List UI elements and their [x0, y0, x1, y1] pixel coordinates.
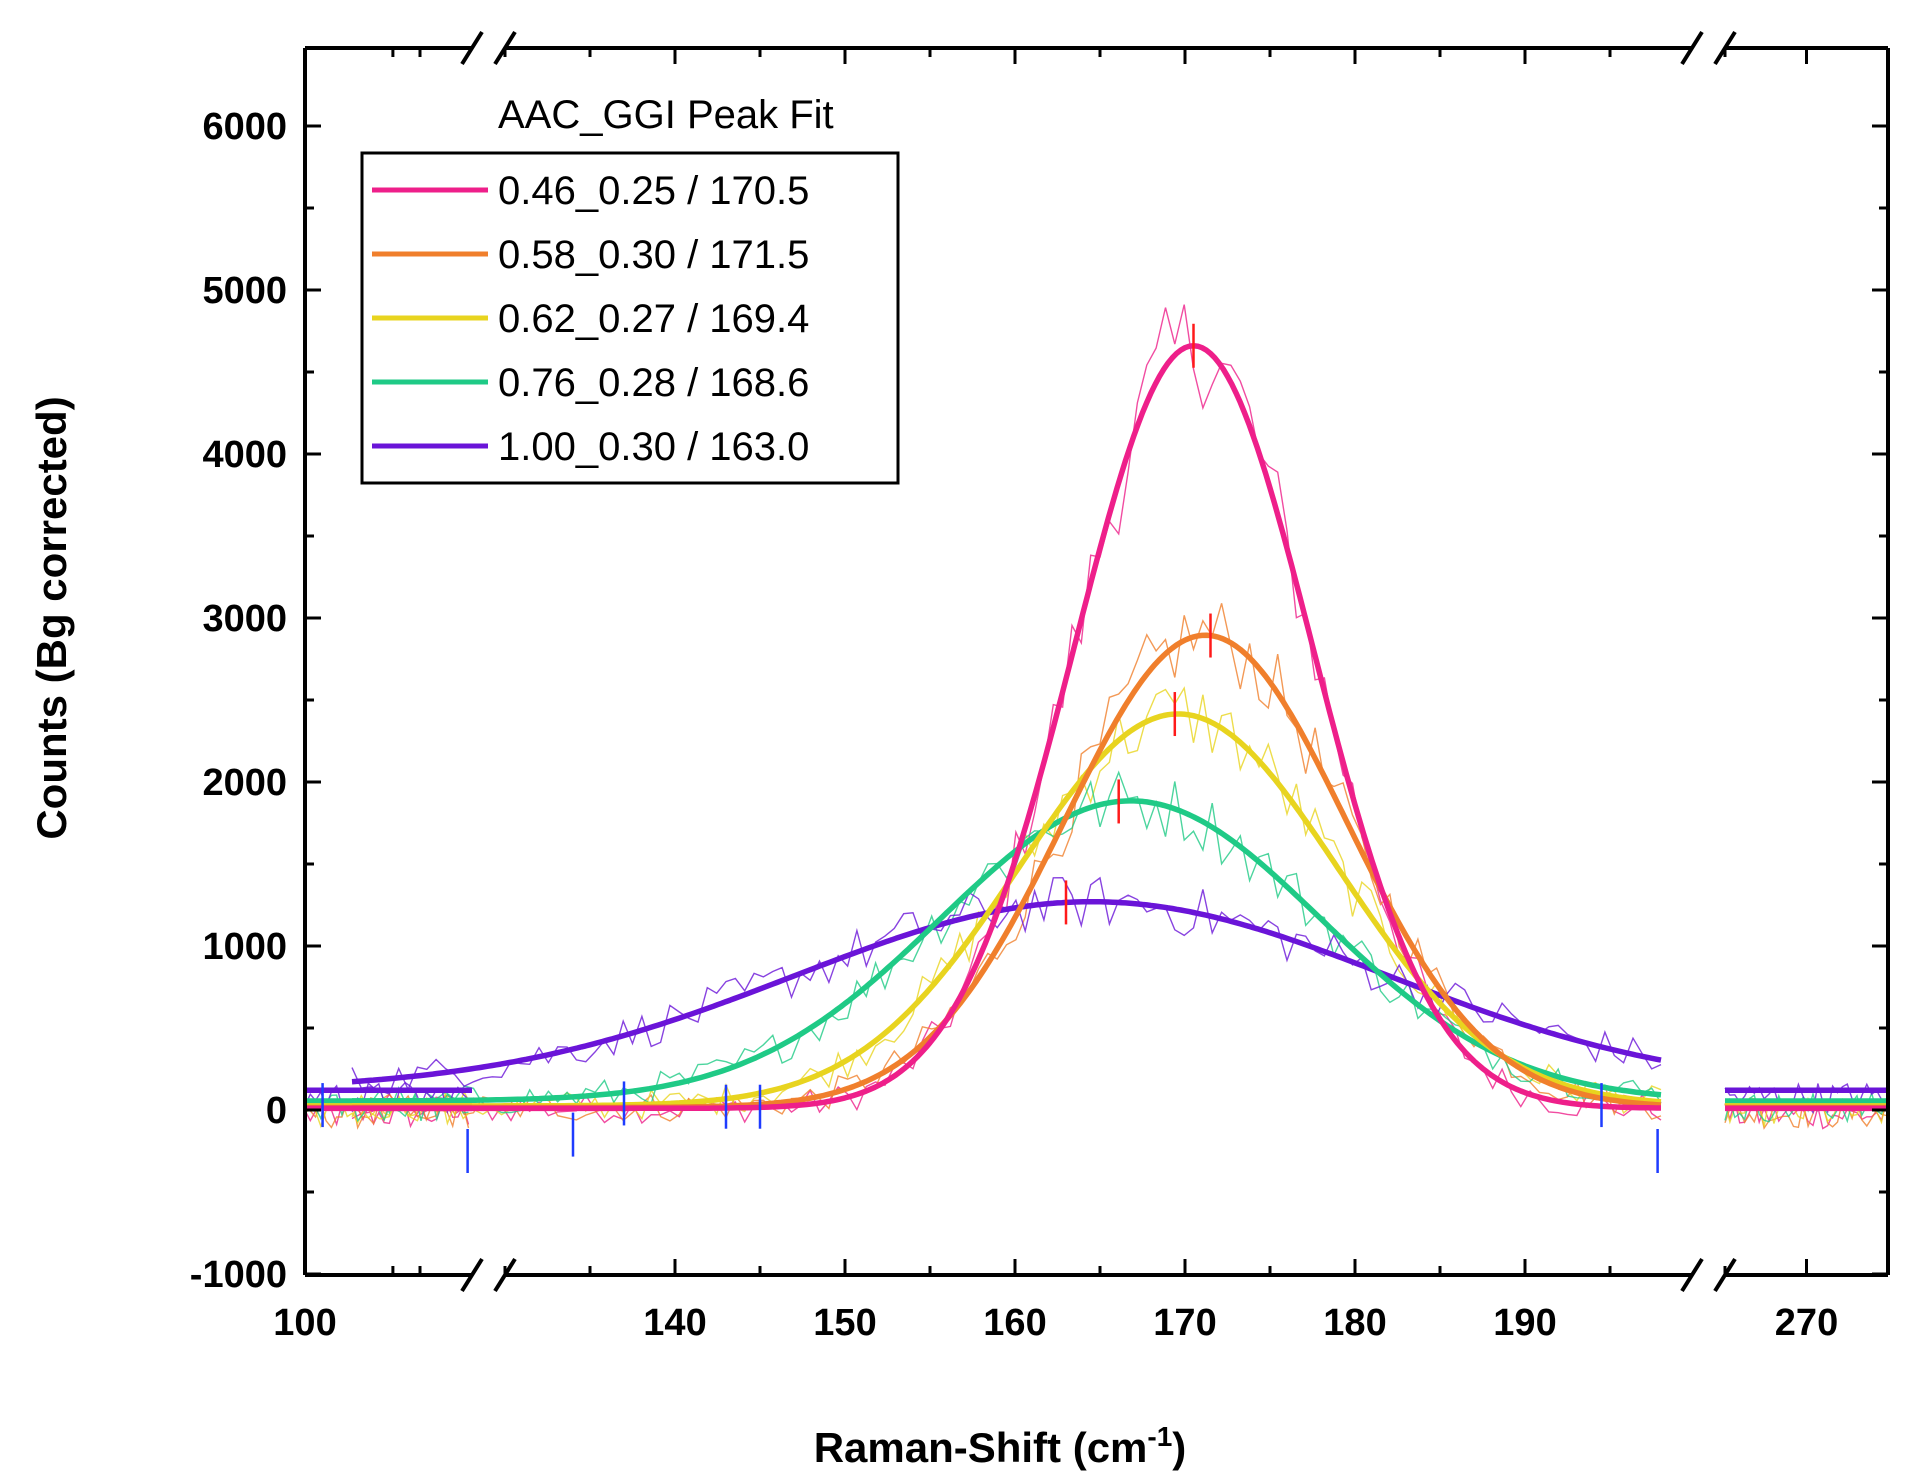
fit-curves-layer [305, 343, 1888, 1112]
x-tick-label: 100 [273, 1302, 336, 1344]
x-axis-title: Raman-Shift (cm-1) [814, 1421, 1187, 1471]
axis-break-mark [460, 1257, 484, 1293]
raw-data-line [351, 603, 1662, 1122]
legend-label: 0.46_0.25 / 170.5 [498, 169, 809, 213]
fit-curve [352, 343, 1661, 1112]
legend-label: 0.62_0.27 / 169.4 [498, 297, 809, 341]
legend-label: 0.58_0.30 / 171.5 [498, 233, 809, 277]
y-tick-label: -1000 [190, 1254, 287, 1296]
x-tick-label: 160 [983, 1302, 1046, 1344]
axis-break-mark [460, 30, 484, 66]
axes-layer: -1000 0 1000 2000 3000 4000 5000 6000 100 140 150 1… [190, 48, 1890, 1344]
x-tick-label: 180 [1323, 1302, 1386, 1344]
y-axis-title: Counts (Bg corrected) [28, 396, 75, 839]
y-tick-label: 1000 [202, 926, 287, 968]
y-tick-label: 4000 [202, 434, 287, 476]
legend-title: AAC_GGI Peak Fit [498, 93, 834, 137]
y-tick-label: 3000 [202, 598, 287, 640]
axis-break-mark [1680, 30, 1704, 66]
x-tick-label: 140 [643, 1302, 706, 1344]
x-tick-label: 150 [813, 1302, 876, 1344]
peak-markers-layer [321, 323, 1659, 1173]
y-tick-label: 0 [266, 1090, 287, 1132]
legend-label: 1.00_0.30 / 163.0 [498, 425, 809, 469]
y-tick-label: 2000 [202, 762, 287, 804]
x-tick-label: 190 [1493, 1302, 1556, 1344]
y-tick-label: 5000 [202, 270, 287, 312]
x-tick-label: 270 [1775, 1302, 1838, 1344]
axis-break-mark [1680, 1257, 1704, 1293]
legend: AAC_GGI Peak Fit 0.46_0.25 / 170.5 0.58_0… [360, 93, 900, 485]
legend-label: 0.76_0.28 / 168.6 [498, 361, 809, 405]
x-tick-label: 170 [1153, 1302, 1216, 1344]
y-tick-label: 6000 [202, 106, 287, 148]
